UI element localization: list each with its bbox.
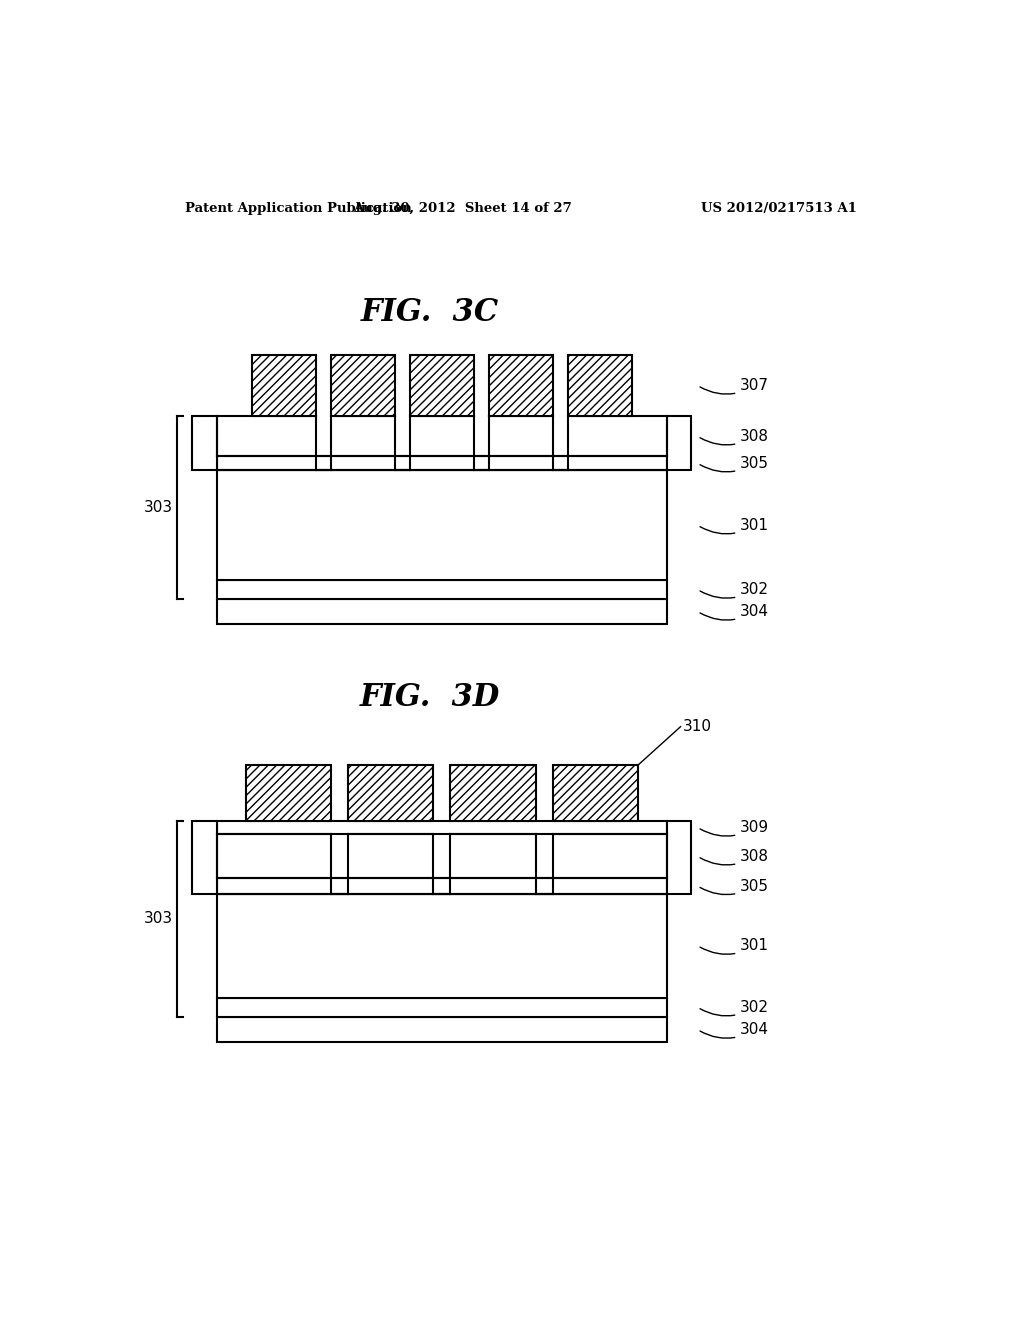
Text: 310: 310 [683, 719, 712, 734]
Text: US 2012/0217513 A1: US 2012/0217513 A1 [701, 202, 857, 215]
Text: 305: 305 [700, 455, 769, 471]
Bar [217, 878, 667, 894]
Text: 301: 301 [700, 517, 769, 533]
Bar [217, 998, 667, 1016]
Text: 303: 303 [143, 911, 173, 927]
Bar [217, 470, 667, 581]
Text: 301: 301 [700, 939, 769, 954]
Bar [331, 355, 394, 416]
Bar [348, 766, 433, 821]
Bar [667, 416, 691, 470]
Text: FIG.  3D: FIG. 3D [360, 682, 501, 713]
Bar [667, 821, 691, 894]
Bar [217, 1016, 667, 1043]
Bar [193, 416, 217, 470]
Bar [193, 821, 217, 894]
Text: 304: 304 [700, 605, 769, 620]
Text: 305: 305 [700, 879, 769, 895]
Text: Patent Application Publication: Patent Application Publication [184, 202, 412, 215]
Bar [410, 355, 474, 416]
Text: 302: 302 [700, 582, 769, 598]
Bar [217, 599, 667, 624]
Bar [217, 821, 667, 834]
Bar [217, 581, 667, 599]
Text: 304: 304 [700, 1022, 769, 1039]
Bar [246, 766, 331, 821]
Text: FIG.  3C: FIG. 3C [361, 297, 500, 327]
Bar [252, 355, 315, 416]
Bar [489, 355, 553, 416]
Text: 308: 308 [700, 429, 769, 445]
Text: Aug. 30, 2012  Sheet 14 of 27: Aug. 30, 2012 Sheet 14 of 27 [353, 202, 572, 215]
Bar [553, 766, 638, 821]
Text: 302: 302 [700, 999, 769, 1016]
Text: 307: 307 [700, 378, 769, 395]
Bar [217, 894, 667, 998]
Bar [217, 457, 667, 470]
Bar [451, 766, 536, 821]
Bar [568, 355, 632, 416]
Text: 309: 309 [700, 820, 769, 836]
Text: 308: 308 [700, 849, 769, 865]
Text: 303: 303 [143, 500, 173, 515]
